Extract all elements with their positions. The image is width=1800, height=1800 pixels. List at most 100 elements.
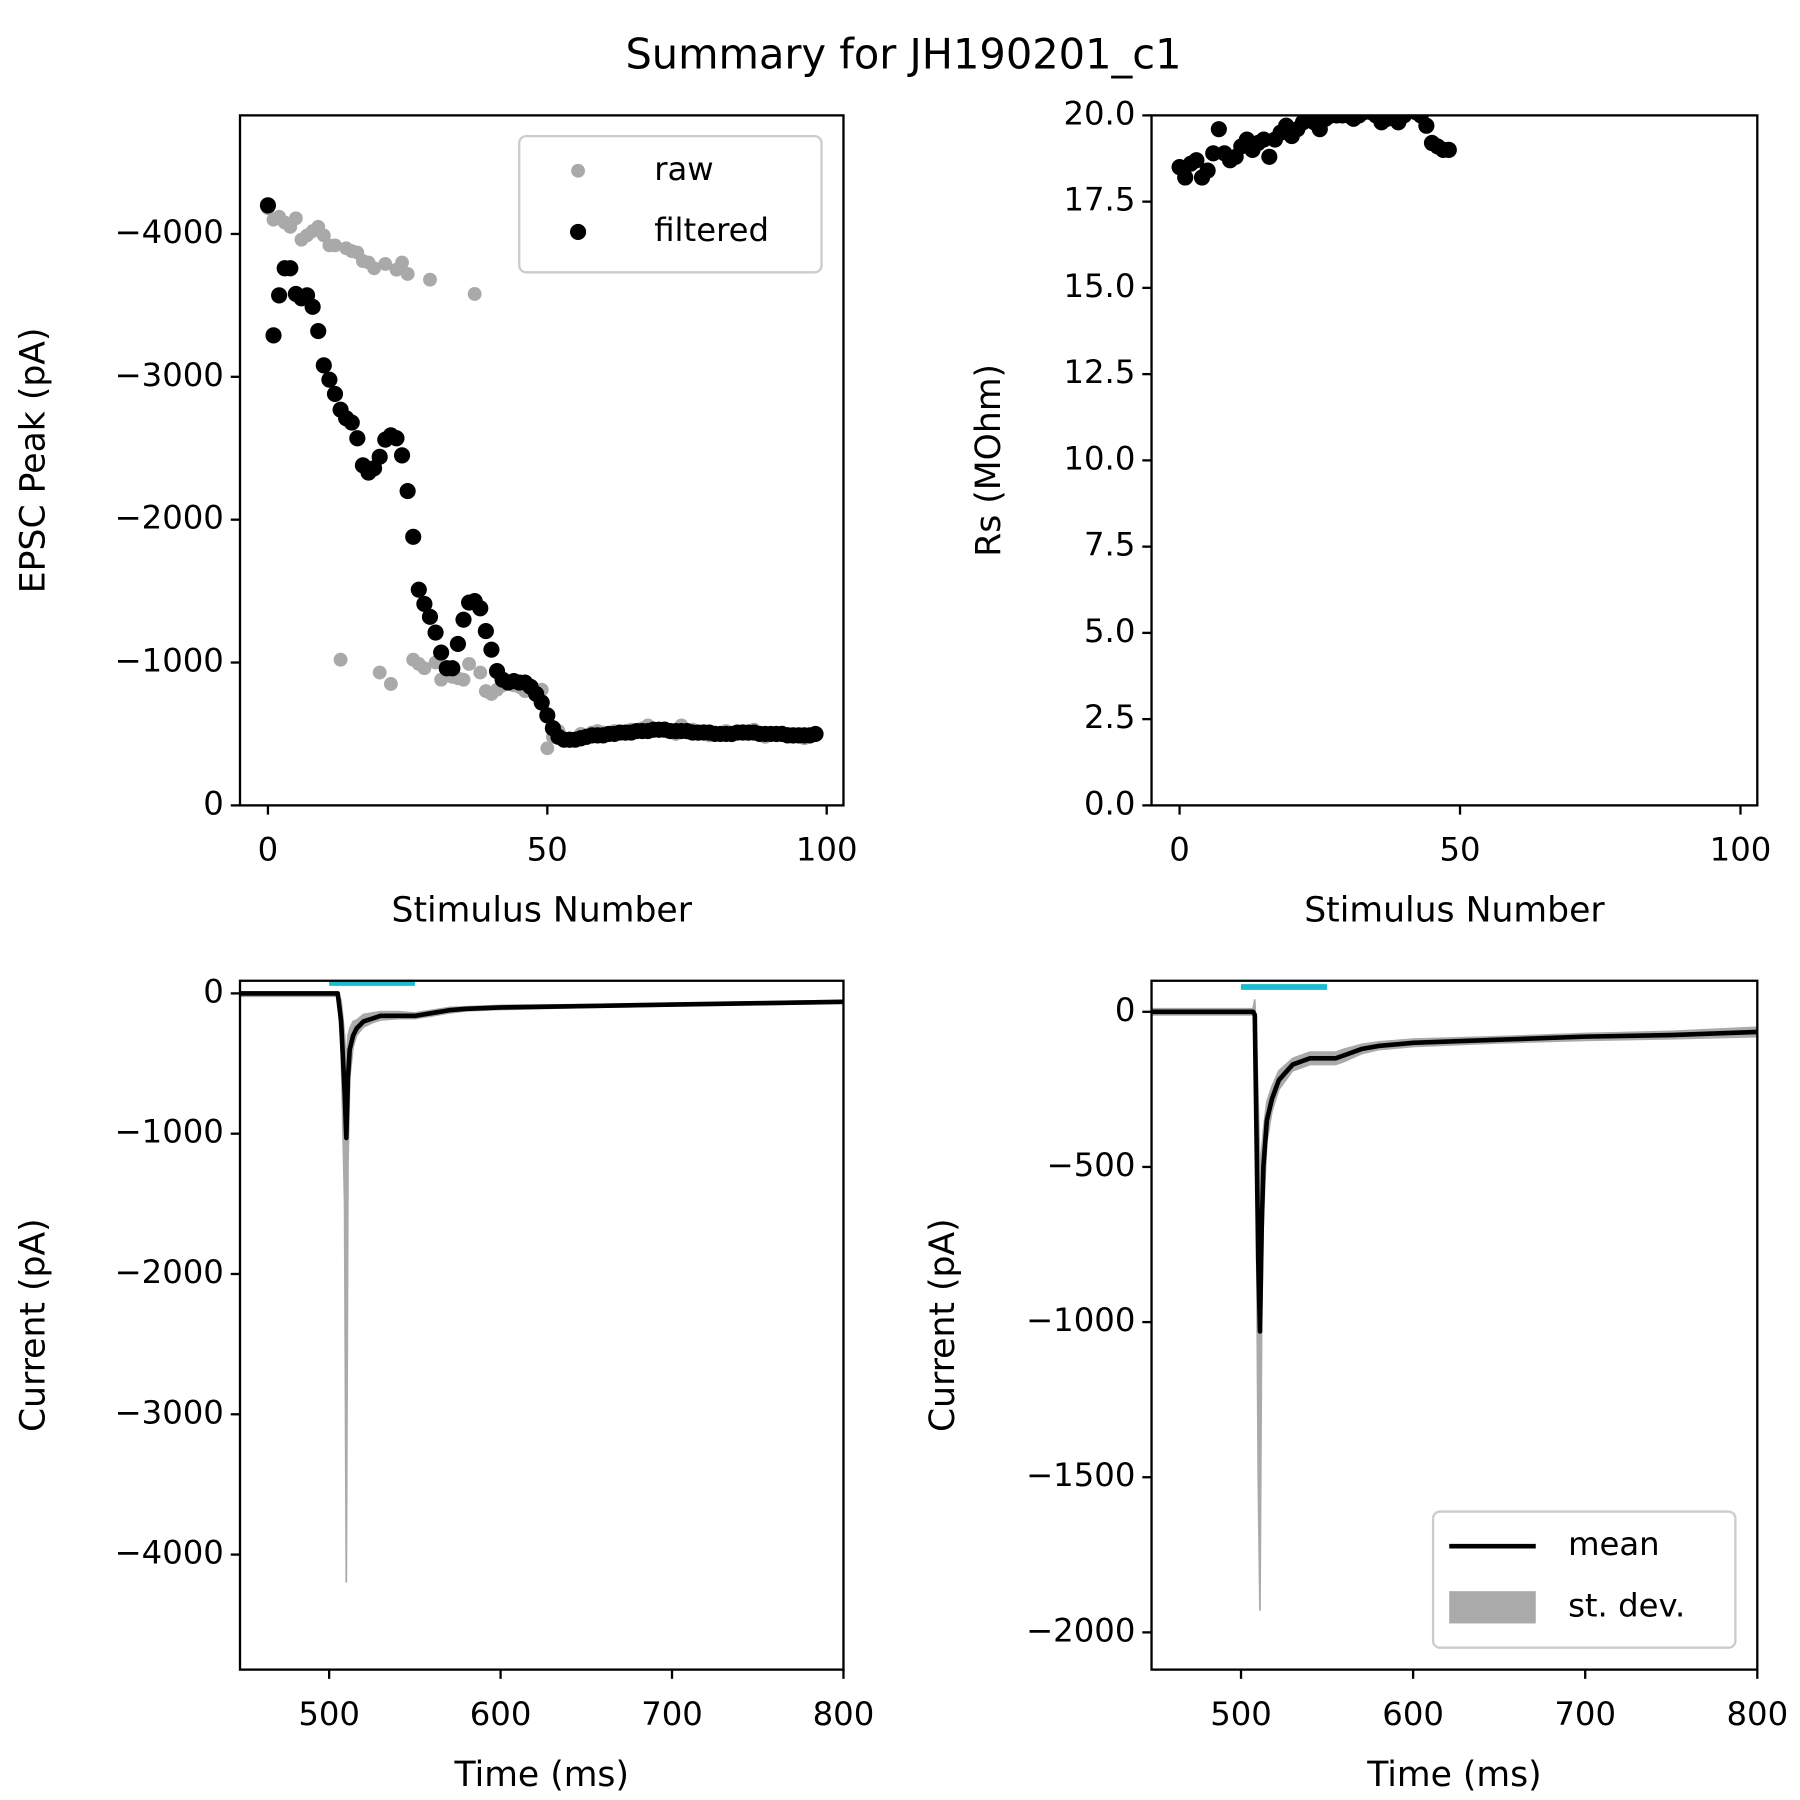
point: [1395, 115, 1413, 124]
point: [1418, 117, 1435, 134]
point: [333, 652, 348, 667]
axes-frame: [238, 979, 845, 1671]
y-tick-label: 15.0: [1063, 267, 1135, 305]
point: [807, 725, 824, 743]
x-tick-label: 500: [1210, 1695, 1272, 1733]
point: [433, 644, 450, 661]
point: [405, 528, 422, 545]
y-tick-label: −2000: [115, 499, 224, 537]
y-tick-label: 12.5: [1063, 353, 1135, 391]
point: [477, 623, 494, 640]
x-tick-label: 600: [1382, 1695, 1444, 1733]
x-tick-label: 700: [1554, 1695, 1616, 1733]
y-tick-label: −1000: [115, 642, 224, 680]
legend: raw filtered: [518, 135, 823, 274]
y-tick-label: −500: [1047, 1146, 1136, 1184]
y-axis-label: Current (pA): [923, 1218, 963, 1432]
axes-frame: [1150, 979, 1759, 1671]
y-tick-label: 20.0: [1063, 94, 1135, 132]
figure-title: Summary for JH190201_c1: [625, 30, 1181, 79]
point: [343, 414, 360, 431]
legend-marker: [571, 163, 585, 178]
point: [288, 211, 303, 226]
y-axis-label: Rs (MOhm): [969, 364, 1009, 557]
point: [416, 595, 433, 613]
point: [444, 660, 461, 677]
point: [367, 261, 382, 276]
y-axis-label: EPSC Peak (pA): [14, 328, 54, 594]
point: [1210, 121, 1227, 138]
point: [265, 327, 282, 344]
point: [1261, 148, 1278, 165]
point: [1205, 145, 1222, 162]
point: [400, 267, 415, 281]
point: [393, 447, 411, 464]
legend-label: mean: [1568, 1525, 1660, 1563]
point: [304, 298, 321, 315]
point: [473, 665, 488, 680]
point: [462, 657, 477, 671]
point: [282, 260, 299, 277]
point: [533, 694, 550, 711]
point: [378, 257, 393, 271]
point: [326, 385, 344, 403]
point: [417, 661, 432, 676]
x-axis-label: Time (ms): [1366, 1755, 1541, 1795]
point: [1405, 115, 1414, 117]
x-tick-label: 0: [258, 831, 279, 869]
axes: 0 50 100 0.0 2.5 5.0 7.5 10.0 12.5 15.0 17.5 20.0 St…: [969, 94, 1771, 930]
legend: mean st. dev.: [1431, 1510, 1737, 1649]
legend-label: filtered: [654, 211, 769, 249]
point: [434, 672, 449, 687]
point: [259, 197, 277, 214]
point: [1255, 131, 1272, 148]
x-axis-label: Stimulus Number: [1304, 891, 1605, 931]
y-tick-label: 10.0: [1063, 439, 1135, 477]
x-tick-label: 500: [298, 1695, 360, 1733]
x-tick-label: 700: [641, 1695, 703, 1733]
y-axis-label: Current (pA): [14, 1218, 54, 1432]
point: [539, 707, 556, 724]
axes: 500 600 700 800 0 −1000 −2000 −3000 −4000 Time (m…: [14, 972, 875, 1794]
x-axis-label: Stimulus Number: [392, 891, 693, 931]
y-tick-label: −3000: [115, 356, 224, 394]
axes: 0 50 100 0 −1000 −2000 −3000 −4000 Stimulus Numb…: [14, 114, 858, 931]
point: [1177, 169, 1194, 186]
point: [427, 624, 444, 641]
y-tick-label: −2000: [1026, 1611, 1135, 1649]
x-tick-label: 100: [1710, 831, 1772, 869]
point: [349, 430, 366, 447]
x-tick-label: 50: [527, 831, 568, 869]
y-tick-label: 5.0: [1084, 612, 1135, 650]
y-tick-label: 0: [203, 784, 224, 822]
y-tick-label: −2000: [115, 1253, 224, 1291]
y-tick-label: −3000: [115, 1393, 224, 1431]
axes: 500 600 700 800 0 −500 −1000 −1500 −2000 Time (ms…: [923, 979, 1788, 1795]
y-tick-label: −4000: [115, 213, 224, 251]
point: [1199, 162, 1216, 179]
x-tick-label: 100: [796, 831, 858, 869]
x-tick-label: 600: [470, 1695, 532, 1733]
plot-area: [239, 991, 844, 1583]
point: [1440, 141, 1457, 158]
legend-marker: [1449, 1591, 1536, 1624]
y-tick-label: 0.0: [1084, 784, 1135, 822]
point: [399, 483, 416, 500]
x-tick-label: 800: [813, 1695, 875, 1733]
y-tick-label: 7.5: [1084, 526, 1135, 564]
y-tick-label: −1000: [115, 1113, 224, 1151]
mean-line: [1151, 1009, 1758, 1334]
legend-marker: [570, 223, 587, 240]
axes-frame: [238, 114, 845, 807]
legend-label: st. dev.: [1568, 1586, 1685, 1624]
y-tick-label: 0: [1115, 991, 1136, 1029]
point: [423, 272, 437, 287]
x-axis-label: Time (ms): [454, 1755, 629, 1795]
y-tick-label: 0: [203, 972, 224, 1010]
point: [271, 287, 288, 304]
plot-area: [1171, 115, 1457, 186]
plot-area: [1151, 999, 1758, 1611]
point: [449, 635, 466, 653]
